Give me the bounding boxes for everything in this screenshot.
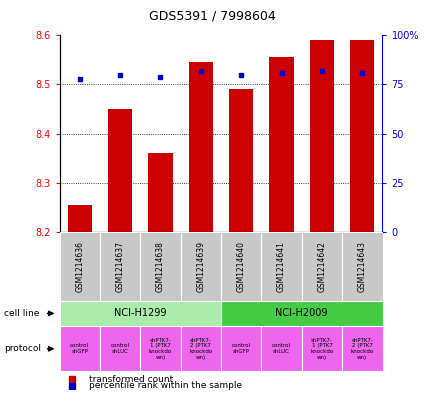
Bar (261, 326, 302, 371)
Text: transformed count: transformed count (88, 375, 173, 384)
Bar (100, 232, 140, 301)
Text: NCI-H2009: NCI-H2009 (275, 309, 328, 318)
Bar (269, 57, 294, 232)
Bar (261, 232, 302, 301)
Text: GSM1214640: GSM1214640 (237, 241, 246, 292)
Bar (60, 232, 100, 301)
Text: GSM1214643: GSM1214643 (358, 241, 367, 292)
Bar (221, 301, 382, 326)
Text: control
shLUC: control shLUC (272, 343, 291, 354)
Text: control
shGFP: control shGFP (232, 343, 251, 354)
Text: control
shGFP: control shGFP (70, 343, 89, 354)
Bar (181, 326, 221, 371)
Text: shPTK7-
2 (PTK7
knockdo
wn): shPTK7- 2 (PTK7 knockdo wn) (351, 338, 374, 360)
Text: shPTK7-
1 (PTK7
knockdo
wn): shPTK7- 1 (PTK7 knockdo wn) (310, 338, 334, 360)
Text: protocol: protocol (4, 344, 41, 353)
Bar (140, 232, 181, 301)
Bar (60, 326, 100, 371)
Text: GSM1214641: GSM1214641 (277, 241, 286, 292)
Bar (342, 326, 382, 371)
Bar (310, 40, 334, 232)
Bar (108, 109, 132, 232)
Bar (181, 232, 221, 301)
Text: shPTK7-
1 (PTK7
knockdo
wn): shPTK7- 1 (PTK7 knockdo wn) (149, 338, 172, 360)
Bar (302, 326, 342, 371)
Bar (229, 89, 253, 232)
Text: GSM1214639: GSM1214639 (196, 241, 205, 292)
Text: percentile rank within the sample: percentile rank within the sample (88, 381, 242, 390)
Text: GSM1214636: GSM1214636 (75, 241, 84, 292)
Bar (68, 205, 92, 232)
Bar (148, 153, 173, 232)
Bar (302, 232, 342, 301)
Bar (221, 232, 261, 301)
Bar (342, 232, 382, 301)
Bar (100, 326, 140, 371)
Text: cell line: cell line (4, 309, 40, 318)
Text: control
shLUC: control shLUC (110, 343, 130, 354)
Text: GSM1214638: GSM1214638 (156, 241, 165, 292)
Bar (350, 40, 374, 232)
Bar (140, 326, 181, 371)
Text: shPTK7-
2 (PTK7
knockdo
wn): shPTK7- 2 (PTK7 knockdo wn) (189, 338, 212, 360)
Bar (189, 62, 213, 232)
Bar (60, 301, 221, 326)
Text: GSM1214637: GSM1214637 (116, 241, 125, 292)
Text: GSM1214642: GSM1214642 (317, 241, 326, 292)
Text: GDS5391 / 7998604: GDS5391 / 7998604 (149, 10, 276, 23)
Text: NCI-H1299: NCI-H1299 (114, 309, 167, 318)
Bar (221, 326, 261, 371)
